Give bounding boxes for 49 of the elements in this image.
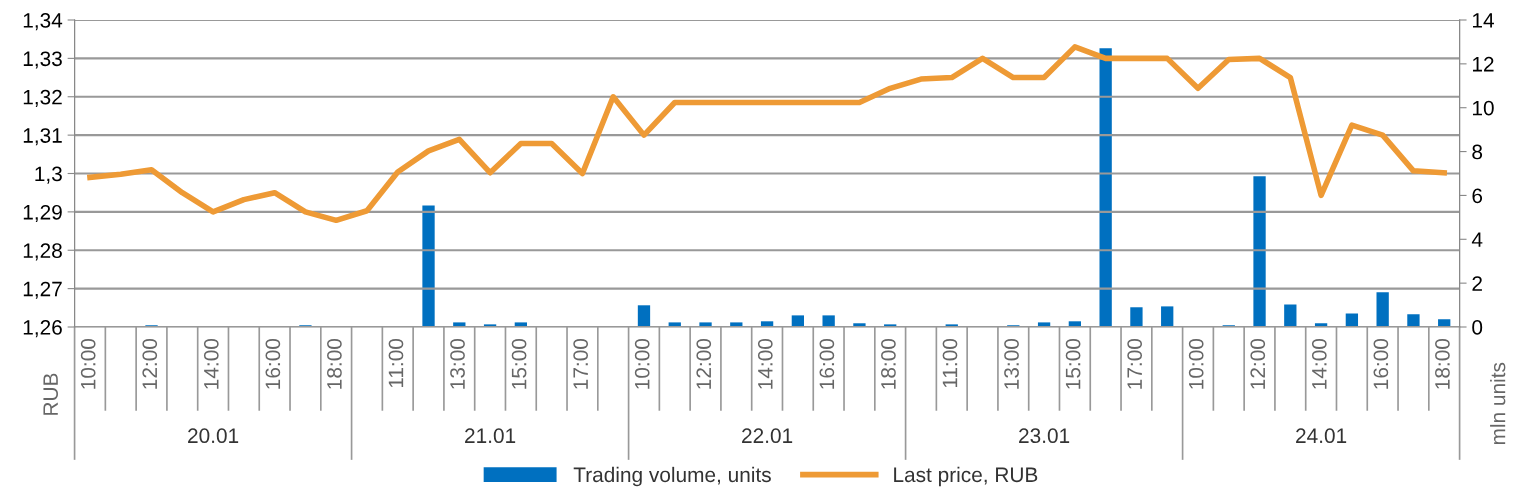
x-tick-label: 14:00 xyxy=(1311,338,1327,389)
legend-label: Trading volume, units xyxy=(573,466,771,487)
x-tick-label: 12:00 xyxy=(696,338,712,389)
x-tick-label: 15:00 xyxy=(1065,338,1081,389)
x-tick-label: 17:00 xyxy=(1127,338,1143,389)
y-tick-label: 1,31 xyxy=(23,128,62,146)
y2-tick-label: 12 xyxy=(1472,56,1494,72)
x-tick-label: 13:00 xyxy=(450,338,465,389)
legend-label: Last price, RUB xyxy=(894,466,1038,487)
y-tick-label: 1,34 xyxy=(23,13,63,31)
x-tick-label: 18:00 xyxy=(1435,338,1450,389)
x-tick-label: 13:00 xyxy=(1004,338,1019,389)
y-axis-title: RUB xyxy=(43,373,58,415)
text: 21.01 xyxy=(465,428,516,444)
x-tick-label: 15:00 xyxy=(511,338,527,389)
y-tick-label: 1,33 xyxy=(23,51,62,69)
text: 24.01 xyxy=(1296,428,1347,444)
y2-tick-label: 8 xyxy=(1472,144,1483,160)
y-tick-label: 1,29 xyxy=(23,204,62,223)
x-tick-label: 17:00 xyxy=(573,338,589,389)
y2-tick-label: 10 xyxy=(1472,100,1494,116)
text: 22.01 xyxy=(742,428,793,444)
y2-axis-title: mln units xyxy=(1490,362,1506,445)
y2-tick-label: 2 xyxy=(1472,276,1482,291)
y2-tick-label: 0 xyxy=(1472,320,1483,335)
x-tick-label: 18:00 xyxy=(327,338,342,389)
x-tick-label: 12:00 xyxy=(1250,338,1266,389)
x-tick-label: 16:00 xyxy=(1373,338,1389,389)
x-tick-label: 11:00 xyxy=(942,338,958,388)
y-tick-label: 1,3 xyxy=(35,166,62,184)
y2-tick-label: 6 xyxy=(1472,188,1483,204)
y-tick-label: 1,28 xyxy=(23,243,62,261)
x-tick-label: 10:00 xyxy=(634,338,650,389)
x-tick-label: 10:00 xyxy=(1188,338,1204,389)
y-tick-label: 1,27 xyxy=(23,281,62,299)
x-tick-label: 11:00 xyxy=(388,338,404,388)
text: 23.01 xyxy=(1019,428,1070,444)
x-tick-label: 14:00 xyxy=(757,338,773,389)
x-tick-label: 16:00 xyxy=(265,338,281,389)
x-tick-label: 16:00 xyxy=(819,338,835,389)
y-tick-label: 1,26 xyxy=(23,320,62,338)
x-tick-label: 12:00 xyxy=(142,338,158,389)
x-tick-label: 14:00 xyxy=(203,338,219,389)
y2-tick-label: 4 xyxy=(1471,232,1483,247)
text: 20.01 xyxy=(188,428,239,444)
x-tick-label: 10:00 xyxy=(80,338,96,389)
x-tick-label: 18:00 xyxy=(881,338,896,389)
y-tick-label: 1,32 xyxy=(23,89,62,107)
y2-tick-label: 14 xyxy=(1472,13,1494,28)
